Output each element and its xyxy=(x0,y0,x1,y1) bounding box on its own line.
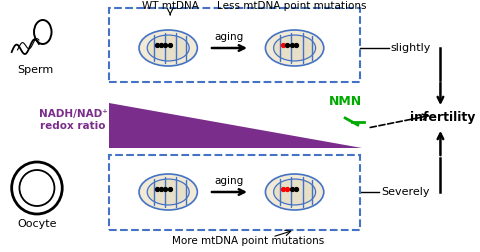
Text: Less mtDNA point mutations: Less mtDNA point mutations xyxy=(217,1,366,11)
Ellipse shape xyxy=(147,35,189,61)
Text: WT mtDNA: WT mtDNA xyxy=(142,1,199,11)
Text: Oocyte: Oocyte xyxy=(17,219,57,229)
Ellipse shape xyxy=(139,174,197,210)
Ellipse shape xyxy=(274,179,315,205)
Ellipse shape xyxy=(147,179,189,205)
Text: More mtDNA point mutations: More mtDNA point mutations xyxy=(172,236,324,246)
Text: aging: aging xyxy=(215,176,244,186)
Polygon shape xyxy=(109,103,362,148)
Ellipse shape xyxy=(274,35,315,61)
Ellipse shape xyxy=(265,30,324,66)
Text: NMN: NMN xyxy=(329,95,362,108)
Text: aging: aging xyxy=(215,32,244,42)
Text: Severely: Severely xyxy=(381,187,430,197)
Text: slightly: slightly xyxy=(391,43,431,53)
Text: NADH/NAD⁺
redox ratio: NADH/NAD⁺ redox ratio xyxy=(38,109,108,131)
Text: infertility: infertility xyxy=(410,111,475,124)
Text: Sperm: Sperm xyxy=(17,65,53,75)
Ellipse shape xyxy=(265,174,324,210)
Ellipse shape xyxy=(139,30,197,66)
